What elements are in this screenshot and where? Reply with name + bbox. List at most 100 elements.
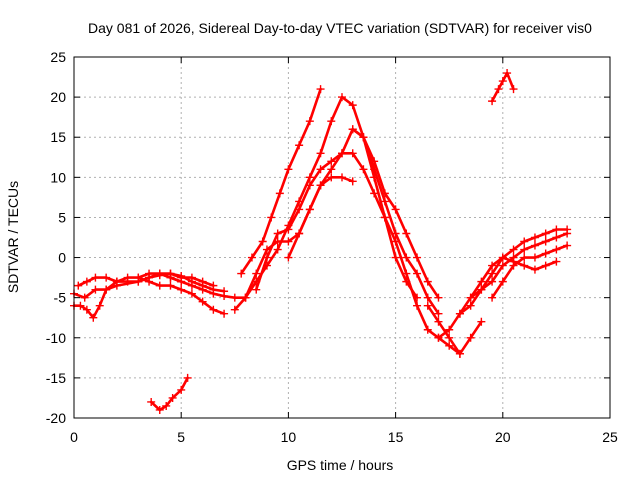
y-tick-label: -5 [54, 290, 67, 306]
data-point [445, 341, 454, 350]
data-point [134, 273, 143, 282]
data-point [466, 333, 475, 342]
data-point [494, 85, 503, 94]
data-point [305, 173, 314, 182]
data-point [209, 305, 218, 314]
data-point [82, 277, 91, 286]
data-point [295, 229, 304, 238]
series-arc-15 [455, 225, 572, 318]
data-point [434, 333, 443, 342]
series-arc-13 [423, 301, 486, 358]
data-point [102, 285, 111, 294]
data-point [91, 273, 100, 282]
x-tick-label: 15 [388, 429, 404, 445]
data-point [305, 181, 314, 190]
data-point [198, 297, 207, 306]
data-point [80, 293, 89, 302]
data-point [76, 301, 85, 310]
data-point [370, 189, 379, 198]
data-point [552, 225, 561, 234]
series-arc-14 [434, 229, 572, 342]
data-point [273, 245, 282, 254]
data-point [402, 253, 411, 262]
data-point [477, 317, 486, 326]
data-point [488, 277, 497, 286]
data-point [498, 253, 507, 262]
data-point [498, 261, 507, 270]
data-point [305, 205, 314, 214]
data-point [74, 281, 83, 290]
data-point [155, 281, 164, 290]
data-point [187, 281, 196, 290]
data-point [168, 393, 177, 402]
data-point [177, 277, 186, 286]
y-tick-label: -15 [46, 370, 66, 386]
data-point [327, 157, 336, 166]
y-tick-label: 25 [50, 49, 66, 65]
data-point [509, 261, 518, 270]
y-tick-label: 0 [58, 250, 66, 266]
data-point [102, 273, 111, 282]
series-arc-4 [134, 273, 229, 318]
x-tick-label: 0 [70, 429, 78, 445]
data-point [183, 373, 192, 382]
data-point [89, 313, 98, 322]
data-point [530, 233, 539, 242]
series-line [426, 304, 483, 356]
data-point [563, 241, 572, 250]
data-point [434, 293, 443, 302]
data-point [413, 253, 422, 262]
data-point [327, 173, 336, 182]
data-point [380, 213, 389, 222]
data-point [187, 289, 196, 298]
y-tick-label: -10 [46, 330, 66, 346]
data-point [348, 125, 357, 134]
data-point [166, 273, 175, 282]
data-point [252, 269, 261, 278]
data-point [552, 257, 561, 266]
data-point [370, 157, 379, 166]
data-point [455, 349, 464, 358]
data-point [123, 277, 132, 286]
data-point [359, 133, 368, 142]
x-tick-label: 25 [602, 429, 618, 445]
data-point [423, 293, 432, 302]
x-tick-label: 20 [495, 429, 511, 445]
data-point [380, 197, 389, 206]
data-point [166, 281, 175, 290]
data-point [434, 309, 443, 318]
data-point [477, 277, 486, 286]
data-point [391, 253, 400, 262]
data-point [295, 205, 304, 214]
data-point [477, 285, 486, 294]
data-point [348, 149, 357, 158]
series-line [458, 228, 569, 316]
y-tick-label: 15 [50, 129, 66, 145]
series-layer [70, 69, 572, 414]
data-point [530, 265, 539, 274]
data-point [145, 277, 154, 286]
series-arc-16 [466, 253, 561, 302]
data-point [230, 305, 239, 314]
data-point [423, 301, 432, 310]
data-point [541, 229, 550, 238]
data-point [284, 253, 293, 262]
data-point [316, 149, 325, 158]
data-point [258, 237, 267, 246]
data-point [541, 237, 550, 246]
data-point [552, 233, 561, 242]
data-point [267, 213, 276, 222]
data-point [177, 285, 186, 294]
data-point [198, 285, 207, 294]
data-point [488, 97, 497, 106]
data-point [220, 292, 229, 301]
grid-layer [74, 57, 610, 418]
data-point [434, 317, 443, 326]
data-point [147, 397, 156, 406]
series-line [254, 152, 462, 356]
data-point [177, 385, 186, 394]
data-point [284, 165, 293, 174]
series-arc-7 [237, 85, 325, 278]
series-arc-12 [348, 125, 443, 302]
